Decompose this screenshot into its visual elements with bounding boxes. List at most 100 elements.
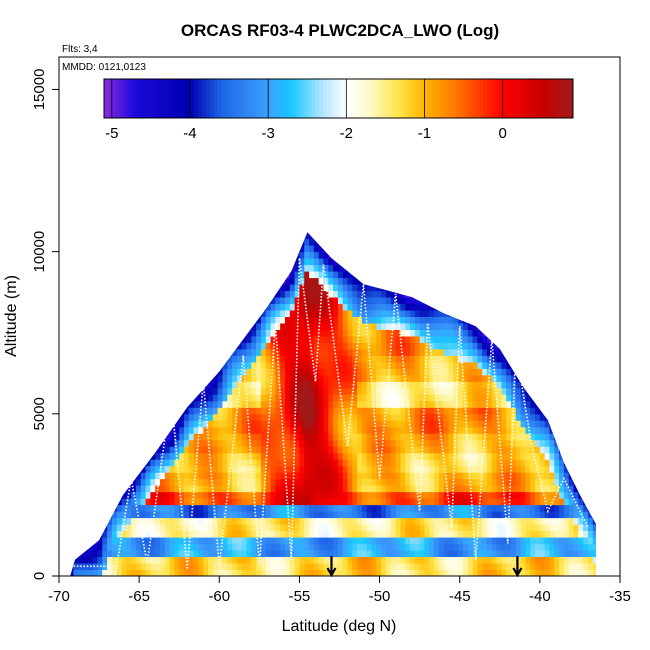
heatmap-cell <box>285 465 291 473</box>
heatmap-cell <box>131 290 137 298</box>
heatmap-cell <box>438 258 445 266</box>
heatmap-cell <box>477 407 483 415</box>
heatmap-cell <box>323 537 329 545</box>
heatmap-cell <box>434 264 440 272</box>
heatmap-cell <box>155 452 161 460</box>
heatmap-cell <box>342 238 349 246</box>
heatmap-cell <box>265 543 272 551</box>
heatmap-cell <box>280 258 286 266</box>
heatmap-cell <box>443 563 449 571</box>
heatmap-cell <box>70 511 74 519</box>
heatmap-cell <box>405 491 411 499</box>
heatmap-cell <box>179 478 185 486</box>
heatmap-cell <box>188 556 195 564</box>
heatmap-cell <box>309 556 315 564</box>
heatmap-cell <box>246 310 252 317</box>
heatmap-cell <box>462 407 469 415</box>
heatmap-cell <box>270 394 276 402</box>
heatmap-cell <box>236 238 243 246</box>
heatmap-cell <box>419 420 425 428</box>
heatmap-cell <box>458 381 464 389</box>
heatmap-cell <box>299 472 305 480</box>
heatmap-cell <box>299 290 305 298</box>
heatmap-cell <box>227 335 233 343</box>
heatmap-cell <box>328 426 334 434</box>
heatmap-cell <box>150 374 156 382</box>
heatmap-cell <box>342 374 349 382</box>
heatmap-cell <box>260 316 267 324</box>
heatmap-cell <box>438 368 445 376</box>
heatmap-cell <box>390 556 397 564</box>
heatmap-cell <box>453 251 459 259</box>
heatmap-cell <box>126 316 132 324</box>
heatmap-cell <box>405 530 411 538</box>
heatmap-cell <box>328 550 334 558</box>
heatmap-cell <box>347 517 353 525</box>
heatmap-cell <box>198 322 204 330</box>
heatmap-cell <box>188 322 195 330</box>
heatmap-cell <box>395 407 401 415</box>
heatmap-cell <box>87 284 94 292</box>
heatmap-cell <box>126 219 131 226</box>
heatmap-cell <box>140 426 147 434</box>
heatmap-cell <box>203 316 209 324</box>
heatmap-cell <box>184 381 190 389</box>
heatmap-cell <box>304 459 310 467</box>
heatmap-cell <box>294 433 300 441</box>
heatmap-cell <box>135 459 142 467</box>
heatmap-cell <box>376 348 382 356</box>
heatmap-cell <box>299 374 305 382</box>
heatmap-cell <box>333 478 339 486</box>
heatmap-cell <box>280 238 286 246</box>
heatmap-cell <box>448 290 454 298</box>
heatmap-cell <box>342 426 349 434</box>
heatmap-cell <box>414 329 421 337</box>
heatmap-cell <box>299 563 305 571</box>
heatmap-cell <box>381 310 387 317</box>
heatmap-cell <box>434 342 440 350</box>
heatmap-cell <box>491 465 498 473</box>
heatmap-cell <box>97 322 103 330</box>
heatmap-cell <box>102 569 108 576</box>
heatmap-cell <box>309 478 315 486</box>
heatmap-cell <box>419 472 425 480</box>
heatmap-cell <box>453 316 459 324</box>
heatmap-cell <box>482 258 488 266</box>
heatmap-cell <box>443 498 449 506</box>
heatmap-cell <box>337 361 344 369</box>
heatmap-cell <box>193 322 199 330</box>
heatmap-cell <box>448 355 454 363</box>
heatmap-cell <box>357 374 363 382</box>
heatmap-cell <box>212 232 219 233</box>
heatmap-cell <box>366 517 373 525</box>
heatmap-cell <box>467 251 474 259</box>
heatmap-cell <box>448 303 454 311</box>
heatmap-cell <box>448 446 454 454</box>
heatmap-cell <box>78 433 84 441</box>
heatmap-cell <box>385 439 392 447</box>
heatmap-cell <box>164 387 171 395</box>
heatmap-cell <box>352 524 358 532</box>
heatmap-cell <box>347 381 353 389</box>
heatmap-cell <box>73 290 79 298</box>
heatmap-cell <box>265 264 272 272</box>
heatmap-cell <box>78 329 84 337</box>
heatmap-cell <box>208 329 214 337</box>
heatmap-cell <box>458 537 464 545</box>
heatmap-cell <box>260 368 267 376</box>
heatmap-cell <box>472 258 478 266</box>
heatmap-cell <box>318 465 324 473</box>
heatmap-cell <box>111 400 118 408</box>
heatmap-cell <box>313 310 320 317</box>
heatmap-cell <box>342 517 349 525</box>
heatmap-cell <box>390 264 397 272</box>
heatmap-cell <box>323 219 328 226</box>
heatmap-cell <box>260 232 267 233</box>
heatmap-cell <box>477 368 483 376</box>
heatmap-cell <box>92 342 98 350</box>
heatmap-cell <box>337 251 344 259</box>
heatmap-cell <box>159 264 166 272</box>
heatmap-cell <box>256 348 262 356</box>
heatmap-cell <box>453 290 459 298</box>
heatmap-cell <box>352 310 358 317</box>
